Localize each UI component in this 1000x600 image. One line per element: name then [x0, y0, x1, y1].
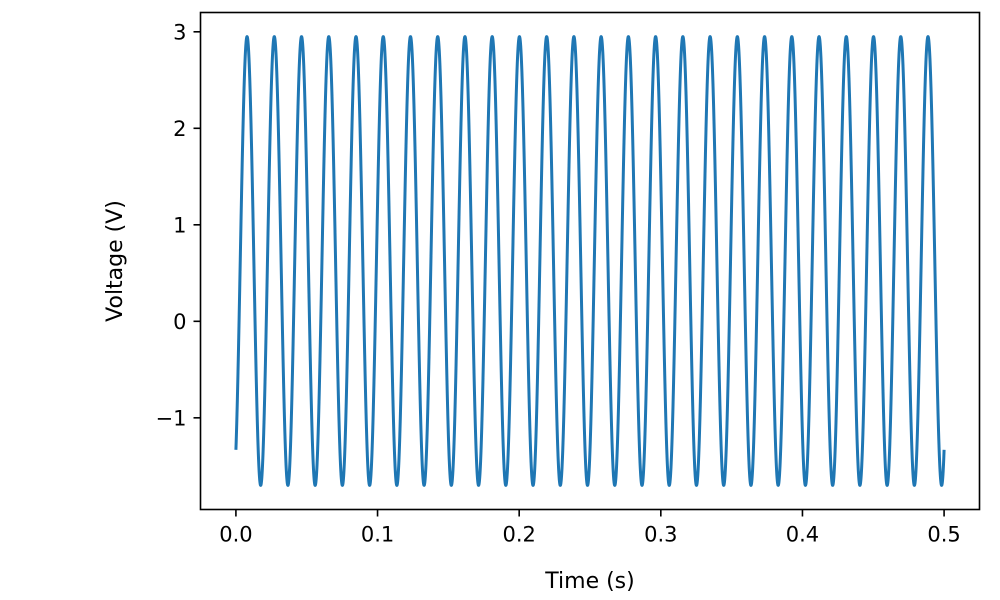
voltage-series-line: [234, 35, 946, 487]
y-tick-label: 3: [173, 20, 186, 44]
x-tick-label: 0.5: [927, 523, 960, 547]
x-axis: 0.0 0.1 0.2 0.3 0.4 0.5: [219, 509, 961, 547]
x-tick-label: 0.2: [502, 523, 535, 547]
y-tick-label: 1: [173, 213, 186, 237]
y-tick-label: 0: [173, 310, 186, 334]
y-axis: −1 0 1 2 3: [156, 20, 201, 430]
plot-area: [234, 35, 946, 487]
x-tick-label: 0.1: [361, 523, 394, 547]
plot-frame: [199, 11, 981, 511]
y-tick-label: 2: [173, 117, 186, 141]
y-tick-label: −1: [156, 406, 187, 430]
x-tick-label: 0.4: [786, 523, 819, 547]
x-tick-label: 0.0: [219, 523, 252, 547]
x-tick-label: 0.3: [644, 523, 677, 547]
x-axis-label: Time (s): [544, 569, 634, 594]
y-axis-label: Voltage (V): [103, 200, 128, 322]
